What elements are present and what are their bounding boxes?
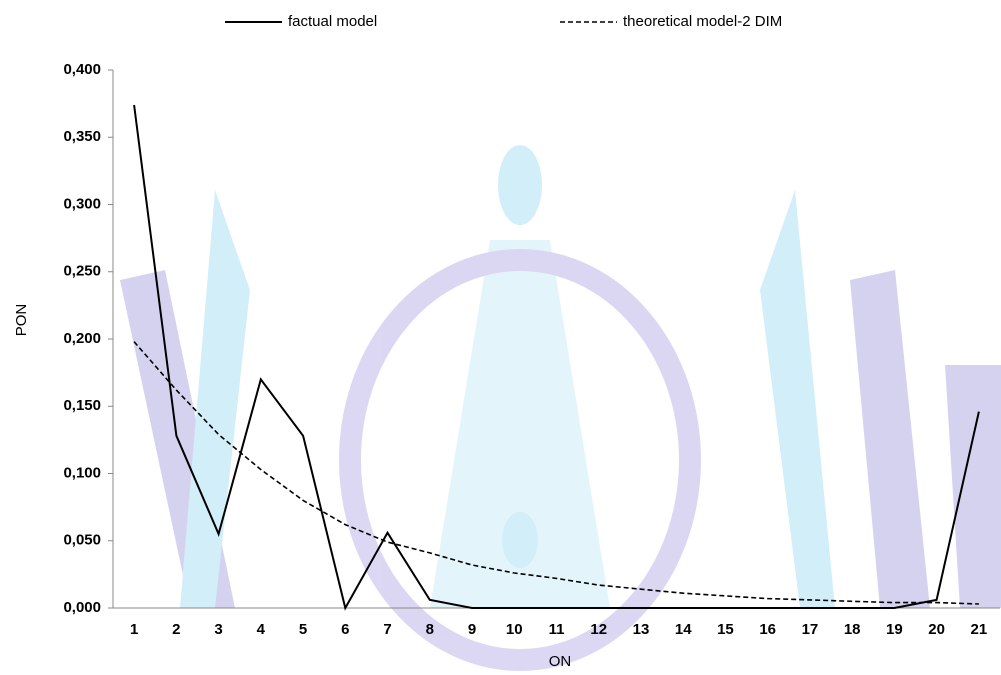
x-tick-label: 3	[214, 621, 222, 638]
legend-label: factual model	[288, 13, 377, 30]
x-tick-label: 11	[549, 621, 565, 638]
y-tick-label: 0,000	[63, 599, 101, 616]
y-tick-label: 0,050	[63, 532, 101, 549]
y-tick-label: 0,300	[63, 195, 101, 212]
x-tick-label: 12	[590, 621, 607, 638]
y-axis-label: PON	[13, 304, 30, 337]
y-tick-label: 0,350	[63, 128, 101, 145]
x-tick-label: 5	[299, 621, 307, 638]
x-tick-label: 9	[468, 621, 476, 638]
x-axis-label: ON	[549, 653, 572, 670]
x-tick-label: 1	[130, 621, 138, 638]
x-tick-label: 15	[717, 621, 734, 638]
x-tick-label: 18	[844, 621, 861, 638]
x-tick-label: 4	[257, 621, 266, 638]
x-tick-label: 17	[802, 621, 819, 638]
series-line	[133, 104, 980, 611]
x-tick-label: 14	[675, 621, 692, 638]
x-tick-label: 2	[172, 621, 180, 638]
x-tick-label: 16	[759, 621, 776, 638]
watermark	[120, 145, 1001, 671]
legend-label: theoretical model-2 DIM	[623, 13, 782, 30]
y-tick-label: 0,150	[63, 397, 101, 414]
x-tick-label: 7	[383, 621, 391, 638]
x-tick-label: 6	[341, 621, 349, 638]
x-tick-label: 13	[633, 621, 650, 638]
series-line	[133, 341, 979, 605]
y-tick-label: 0,100	[63, 464, 101, 481]
y-tick-label: 0,250	[63, 263, 101, 280]
y-tick-label: 0,200	[63, 330, 101, 347]
x-tick-label: 10	[506, 621, 523, 638]
x-tick-label: 8	[426, 621, 434, 638]
x-tick-label: 20	[928, 621, 945, 638]
x-tick-label: 19	[886, 621, 903, 638]
y-tick-label: 0,400	[63, 61, 101, 78]
x-tick-label: 21	[971, 621, 988, 638]
